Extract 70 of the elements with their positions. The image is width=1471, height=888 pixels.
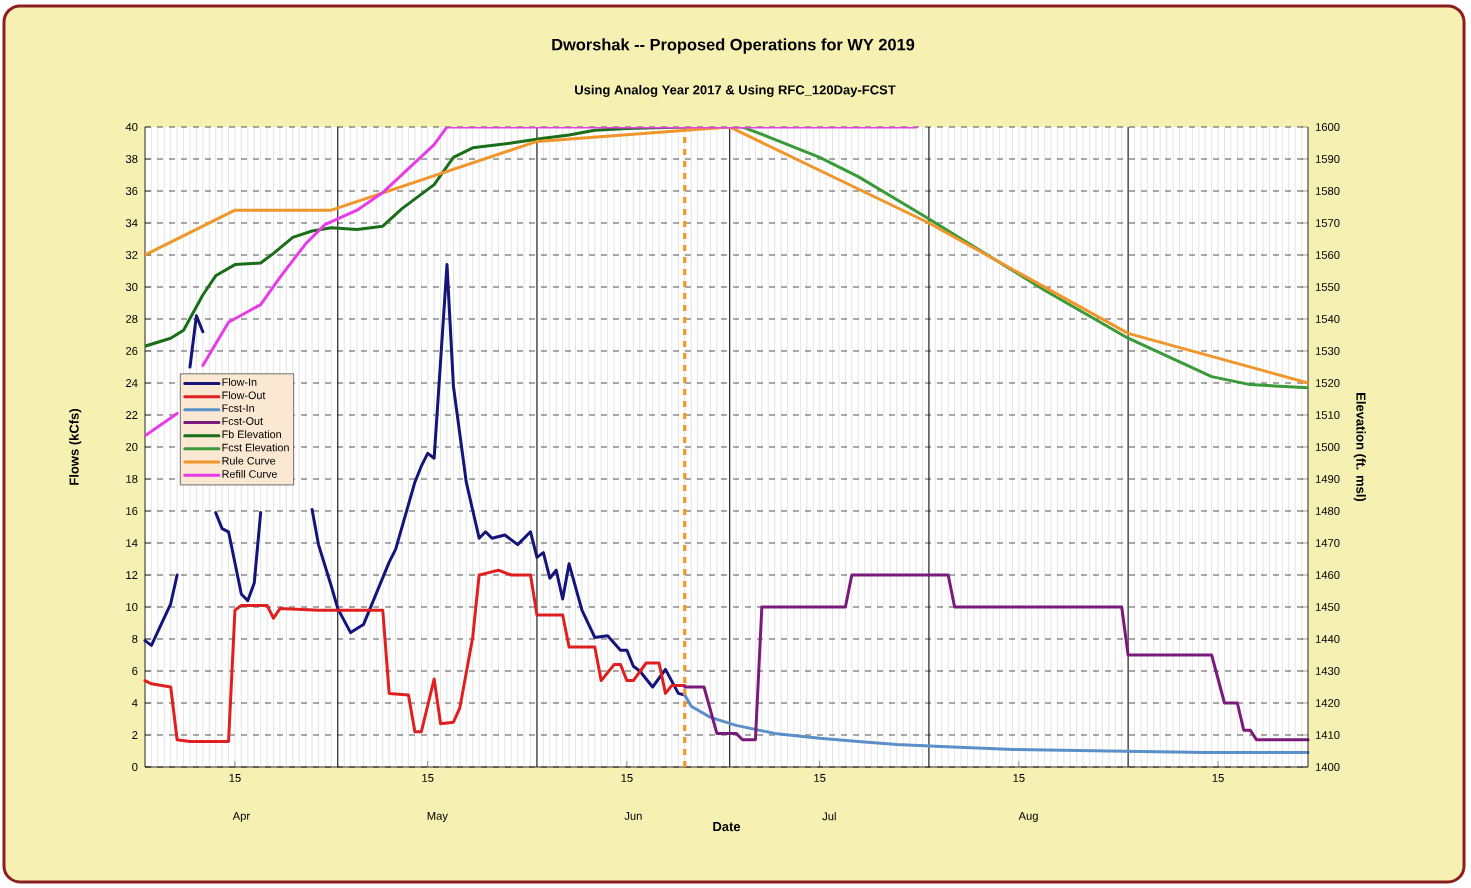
y2-tick-label: 1430 [1315,667,1340,675]
x-tick-label: 15 [621,774,633,782]
line-series [683,693,1310,755]
legend-label: Fcst-Out [222,417,263,425]
y-axis-title: Flows (kCfs) [69,409,82,485]
y-tick-label: 36 [125,187,138,195]
y2-tick-label: 1590 [1315,155,1340,163]
x-tick-label: 15 [422,774,434,782]
text: Apr [232,812,250,823]
y2-tick-label: 1470 [1315,539,1340,547]
text: Aug [1018,812,1038,823]
y-tick-label: 2 [132,731,138,739]
y-tick-label: 26 [126,347,138,355]
y2-tick-label: 1510 [1315,411,1340,419]
x-tick-label: 15 [229,774,241,782]
y-tick-label: 8 [132,635,138,643]
y2-tick-label: 1560 [1315,251,1340,259]
y-tick-label: 10 [126,603,138,611]
y2-tick-label: 1530 [1315,347,1340,355]
y-tick-label: 0 [132,763,138,771]
y-tick-label: 6 [132,667,138,675]
y-tick-label: 24 [126,379,138,387]
y-tick-label: 22 [126,411,138,419]
y2-tick-label: 1410 [1315,731,1340,739]
y-tick-label: 30 [125,283,138,291]
y2-tick-label: 1480 [1315,507,1340,515]
y-tick-label: 18 [126,475,138,483]
legend-label: Fcst-In [222,404,254,412]
y2-tick-label: 1440 [1315,635,1340,643]
chart-subtitle: Using Analog Year 2017 & Using RFC_120Day-FCST [575,84,896,98]
y-tick-label: 14 [126,539,138,547]
legend-label: Fb Elevation [222,430,281,439]
y-tick-label: 28 [126,315,138,323]
y-tick-label: 32 [125,251,138,259]
x-axis-title: Date [713,822,741,832]
text: May [427,812,448,823]
y2-tick-label: 1420 [1315,699,1340,707]
y2-axis-title: Elevation (ft. msl) [1353,393,1366,502]
line-series [683,573,1310,742]
y2-tick-label: 1600 [1315,123,1340,131]
y2-tick-label: 1500 [1315,443,1340,451]
legend-label: Fcst Elevation [222,443,289,452]
x-tick-label: 15 [1013,774,1025,782]
y2-tick-label: 1540 [1315,315,1340,323]
x-tick-label: 15 [814,774,826,782]
y2-tick-label: 1460 [1315,571,1340,579]
legend-label: Rule Curve [222,456,276,465]
y-tick-label: 38 [125,155,138,163]
legend-label: Flow-In [222,378,257,386]
y2-tick-label: 1570 [1315,219,1340,227]
y-tick-label: 34 [125,219,138,227]
y2-tick-label: 1490 [1315,475,1340,483]
y2-tick-label: 1450 [1315,603,1340,611]
y-tick-label: 20 [126,443,138,451]
text: Jun [624,812,642,820]
y-tick-label: 40 [125,123,138,131]
y-tick-label: 16 [126,507,138,515]
y-tick-label: 4 [131,699,138,707]
y2-tick-label: 1580 [1315,187,1340,195]
chart-title: Dworshak -- Proposed Operations for WY 2019 [552,38,915,54]
y2-tick-label: 1550 [1315,283,1340,291]
legend-label: Refill Curve [222,469,277,478]
y2-tick-label: 1400 [1315,763,1340,771]
line-series [145,126,687,348]
x-tick-label: 15 [1212,774,1224,782]
y2-tick-label: 1520 [1315,379,1340,387]
text: Jul [822,812,836,821]
line-series [143,568,687,743]
y-tick-label: 12 [126,571,138,579]
legend-label: Flow-Out [222,391,266,400]
